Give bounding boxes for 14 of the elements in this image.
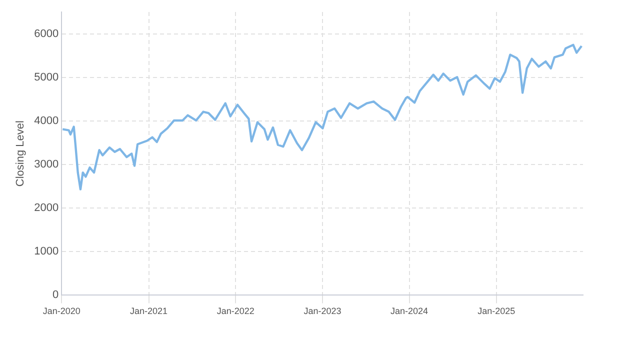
y-tick-label: 2000 <box>34 202 59 214</box>
y-tick-label: 4000 <box>34 114 59 127</box>
y-tick-label: 3000 <box>34 158 59 171</box>
x-tick-label: Jan-2024 <box>390 306 428 316</box>
x-tick-label: Jan-2023 <box>304 306 342 316</box>
y-tick-label: 0 <box>52 289 59 302</box>
y-tick-label: 6000 <box>34 28 59 40</box>
y-tick-label: 5000 <box>34 71 59 84</box>
y-axis-title: Closing Level <box>14 120 27 187</box>
x-tick-label: Jan-2021 <box>130 306 168 316</box>
x-tick-label: Jan-2022 <box>216 306 254 316</box>
x-tick-label: Jan-2020 <box>42 306 80 316</box>
y-tick-label: 1000 <box>34 246 59 258</box>
x-tick-label: Jan-2025 <box>478 306 516 316</box>
